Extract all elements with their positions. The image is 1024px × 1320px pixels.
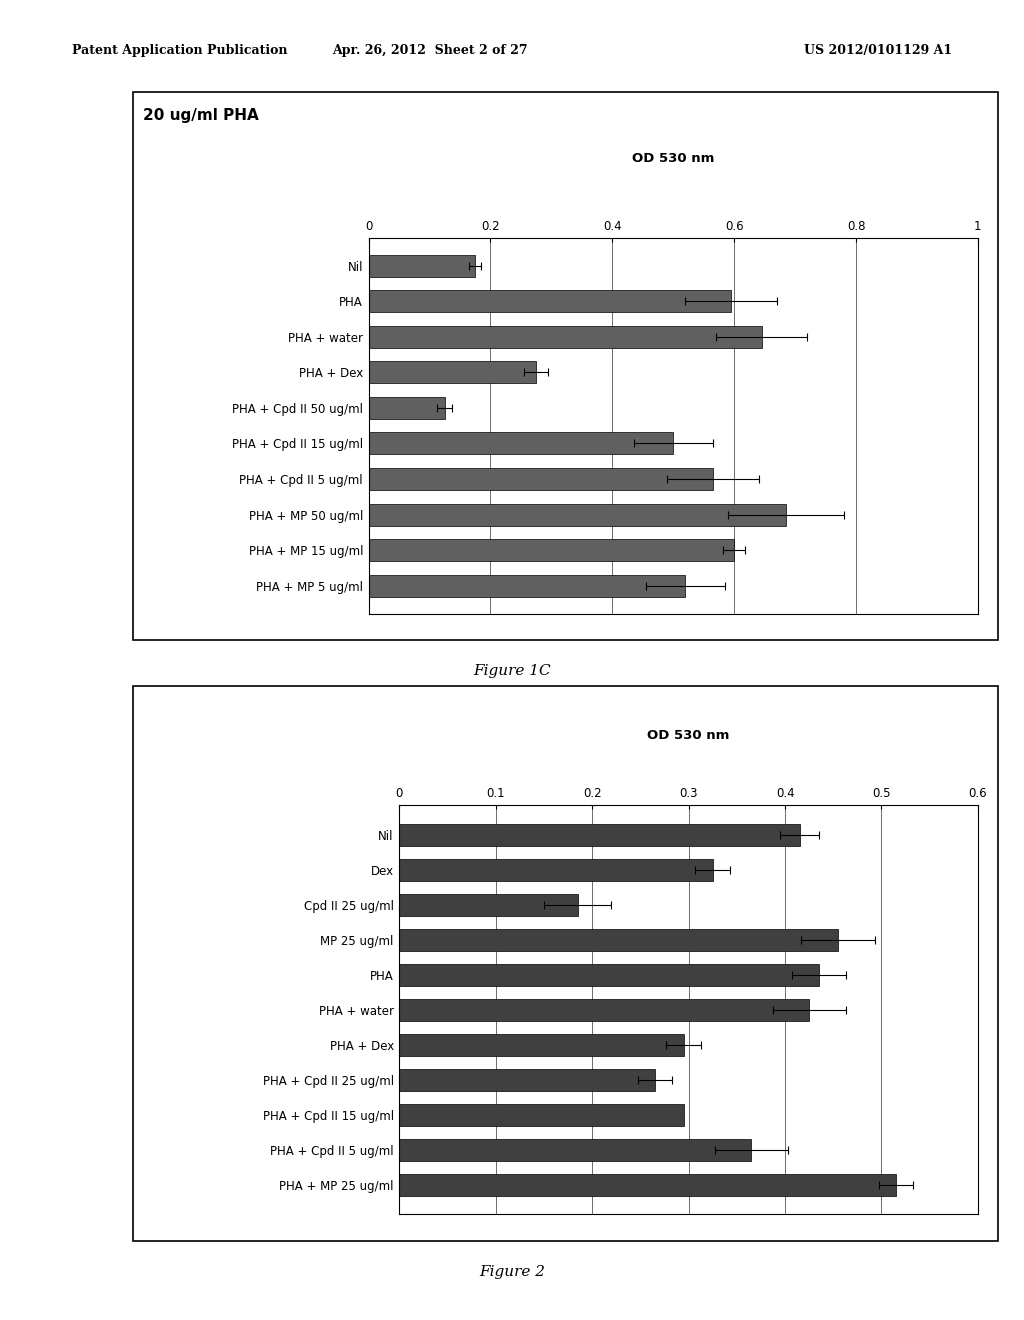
Text: OD 530 nm: OD 530 nm [647, 729, 730, 742]
Bar [399, 1034, 684, 1056]
Text: Apr. 26, 2012  Sheet 2 of 27: Apr. 26, 2012 Sheet 2 of 27 [332, 44, 528, 57]
Bar [369, 397, 444, 418]
Text: 20 ug/ml PHA: 20 ug/ml PHA [143, 108, 259, 123]
Bar [399, 859, 713, 880]
Bar [399, 1069, 655, 1090]
Bar [369, 433, 674, 454]
Bar [399, 964, 819, 986]
Bar [399, 1139, 752, 1160]
Text: Figure 2: Figure 2 [479, 1265, 545, 1279]
Bar [399, 929, 838, 950]
Text: US 2012/0101129 A1: US 2012/0101129 A1 [804, 44, 952, 57]
Bar [399, 824, 800, 846]
Bar [369, 326, 762, 348]
Bar [369, 503, 786, 525]
Text: Figure 1C: Figure 1C [473, 664, 551, 678]
Bar [369, 539, 734, 561]
Bar [369, 290, 731, 313]
Bar [399, 1173, 896, 1196]
Bar [369, 574, 685, 597]
Bar [399, 1104, 684, 1126]
Bar [369, 362, 537, 383]
Text: Patent Application Publication: Patent Application Publication [72, 44, 287, 57]
Bar [369, 469, 713, 490]
Bar [369, 255, 475, 277]
Text: OD 530 nm: OD 530 nm [632, 152, 715, 165]
Bar [399, 894, 578, 916]
Bar [399, 999, 809, 1020]
